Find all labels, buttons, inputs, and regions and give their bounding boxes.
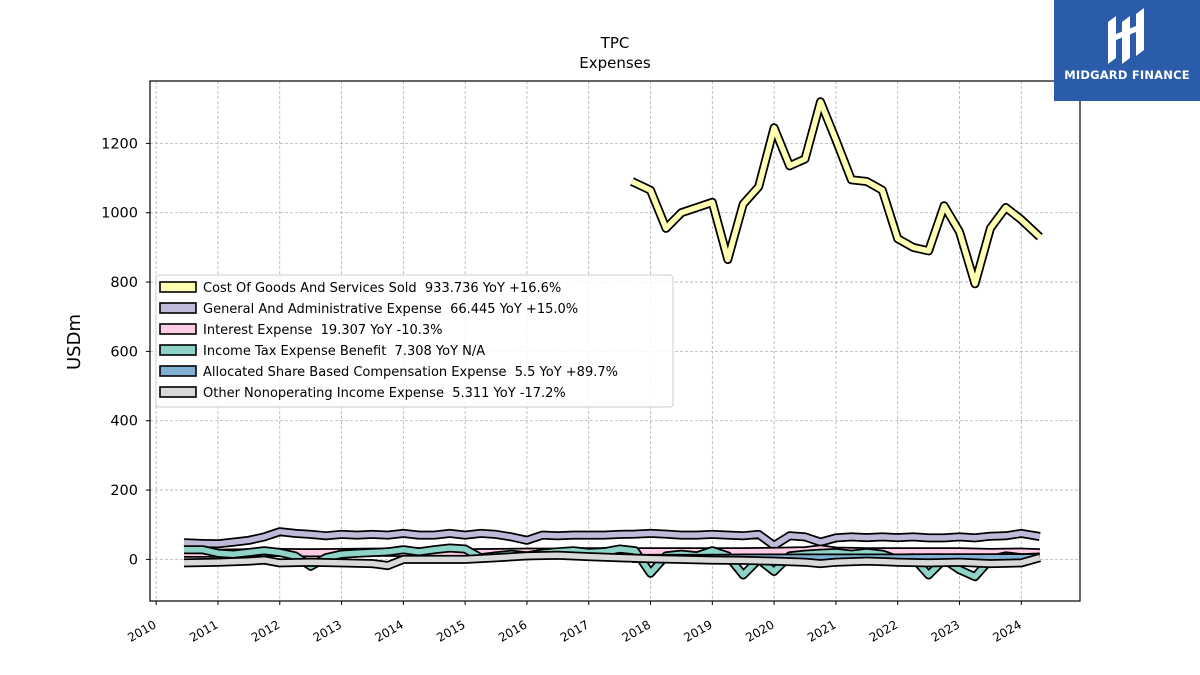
- legend-swatch: [159, 302, 197, 314]
- x-tick-label: 2019: [681, 617, 714, 644]
- x-tick-label: 2015: [434, 617, 467, 644]
- legend-label: Other Nonoperating Income Expense 5.311 …: [203, 386, 566, 401]
- x-tick-label: 2023: [929, 617, 962, 644]
- chart-subtitle: Expenses: [579, 54, 651, 72]
- y-tick-label: 400: [110, 414, 138, 430]
- x-tick-label: 2010: [125, 617, 158, 644]
- legend-label: Interest Expense 19.307 YoY -10.3%: [203, 323, 443, 338]
- y-tick-label: 1000: [101, 206, 138, 222]
- legend-swatch: [159, 386, 197, 398]
- series-line: [183, 552, 1041, 569]
- legend-box: [155, 274, 674, 408]
- plot-area-frame: [149, 80, 1081, 602]
- x-tick-label: 2024: [990, 617, 1023, 644]
- y-axis-label: USDm: [64, 314, 85, 370]
- legend-label: Income Tax Expense Benefit 7.308 YoY N/A: [203, 344, 485, 359]
- legend-swatch: [159, 365, 197, 377]
- y-tick-label: 1200: [101, 136, 138, 152]
- x-tick-label: 2022: [867, 617, 900, 644]
- legend-label: General And Administrative Expense 66.44…: [203, 302, 578, 317]
- legend-swatch: [159, 323, 197, 335]
- x-tick-label: 2021: [805, 617, 838, 644]
- brand-logo: MIDGARD FINANCE: [1054, 0, 1200, 101]
- brand-name: MIDGARD FINANCE: [1064, 68, 1190, 82]
- chart-title: TPC: [600, 34, 630, 52]
- series-cost-of-goods-and-services-sold: [630, 97, 1043, 289]
- series-lines: [183, 97, 1043, 582]
- x-tick-label: 2020: [743, 617, 776, 644]
- y-tick-label: 0: [129, 552, 138, 568]
- legend-swatch: [159, 281, 197, 293]
- series-other-nonoperating-income-expense: [183, 550, 1042, 571]
- x-tick-label: 2016: [496, 617, 529, 644]
- y-tick-label: 600: [110, 344, 138, 360]
- x-tick-label: 2017: [558, 617, 591, 644]
- legend-label: Allocated Share Based Compensation Expen…: [203, 365, 618, 380]
- x-tick-label: 2014: [372, 617, 405, 644]
- y-tick-label: 200: [110, 483, 138, 499]
- brand-mark-icon: [1108, 8, 1144, 64]
- x-tick-label: 2011: [187, 617, 220, 644]
- series-general-and-administrative-expense: [183, 527, 1041, 550]
- x-tick-label: 2013: [311, 617, 344, 644]
- x-tick-label: 2012: [249, 617, 282, 644]
- legend: Cost Of Goods And Services Sold 933.736 …: [155, 274, 674, 408]
- x-tick-label: 2018: [620, 617, 653, 644]
- y-tick-label: 800: [110, 275, 138, 291]
- series-line: [630, 99, 1042, 287]
- legend-swatch: [159, 344, 197, 356]
- legend-label: Cost Of Goods And Services Sold 933.736 …: [203, 281, 561, 296]
- series-line: [183, 528, 1041, 549]
